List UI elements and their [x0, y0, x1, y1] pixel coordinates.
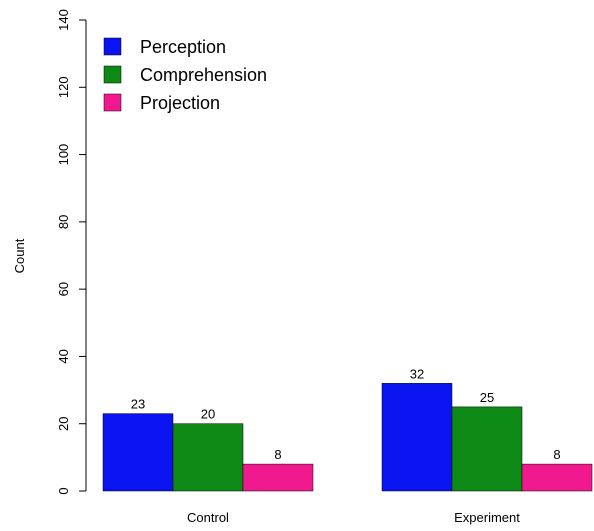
bar-experiment-projection: [521, 463, 593, 492]
y-tick-label-140: 140: [56, 9, 71, 31]
legend-swatch-comprehension: [103, 65, 122, 84]
data-label-control-projection: 8: [274, 447, 281, 462]
y-tick-label-100: 100: [56, 144, 71, 166]
y-tick-label-80: 80: [56, 215, 71, 229]
x-category-label-experiment: Experiment: [454, 510, 520, 525]
y-axis-title: Count: [12, 238, 27, 273]
data-label-experiment-perception: 32: [410, 366, 424, 381]
y-tick-label-0: 0: [56, 487, 71, 494]
y-tick-label-120: 120: [56, 76, 71, 98]
bar-experiment-perception: [381, 383, 453, 492]
bar-control-comprehension: [172, 423, 244, 492]
data-label-experiment-comprehension: 25: [480, 390, 494, 405]
data-label-control-comprehension: 20: [201, 407, 215, 422]
bar-control-perception: [102, 413, 174, 492]
legend-label-comprehension: Comprehension: [140, 65, 267, 85]
y-tick-label-20: 20: [56, 416, 71, 430]
legend-label-perception: Perception: [140, 37, 226, 57]
y-tick-label-60: 60: [56, 282, 71, 296]
legend-label-projection: Projection: [140, 93, 220, 113]
legend-swatch-projection: [103, 93, 122, 112]
data-label-experiment-projection: 8: [553, 447, 560, 462]
bar-experiment-comprehension: [451, 406, 523, 492]
x-category-label-control: Control: [187, 510, 229, 525]
legend-swatch-perception: [103, 37, 122, 56]
bar-control-projection: [242, 463, 314, 492]
y-tick-label-40: 40: [56, 349, 71, 363]
data-label-control-perception: 23: [131, 397, 145, 412]
